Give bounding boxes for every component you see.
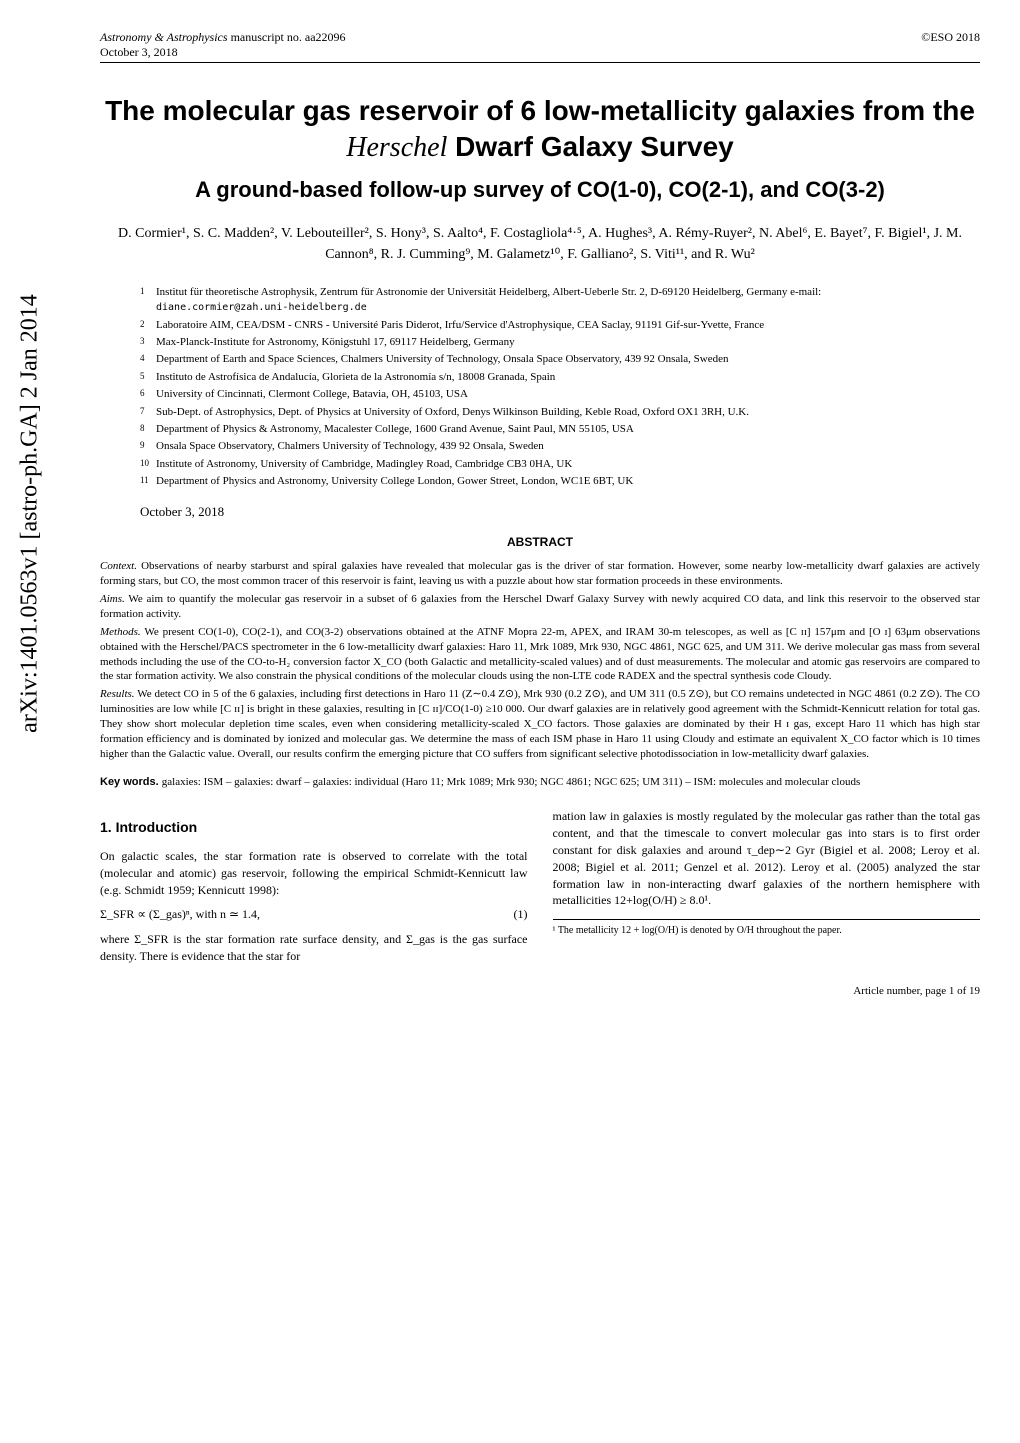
footnote-1: ¹ The metallicity 12 + log(O/H) is denot…	[553, 919, 981, 938]
intro-para-3: mation law in galaxies is mostly regulat…	[553, 808, 981, 909]
methods-text: We present CO(1-0), CO(2-1), and CO(3-2)…	[100, 626, 980, 683]
methods-label: Methods.	[100, 626, 141, 638]
intro-heading: 1. Introduction	[100, 818, 528, 838]
aims-text: We aim to quantify the molecular gas res…	[100, 593, 980, 620]
intro-para-1: On galactic scales, the star formation r…	[100, 848, 528, 898]
arxiv-identifier: arXiv:1401.0563v1 [astro-ph.GA] 2 Jan 20…	[0, 0, 60, 1027]
page-footer: Article number, page 1 of 19	[100, 985, 980, 997]
affiliation-1: 1 Institut für theoretische Astrophysik,…	[140, 285, 940, 316]
journal-name: Astronomy & Astrophysics	[100, 30, 228, 44]
submission-date: October 3, 2018	[140, 504, 940, 520]
keywords-label: Key words.	[100, 776, 162, 788]
aims-label: Aims.	[100, 593, 125, 605]
abstract-methods: Methods. We present CO(1-0), CO(2-1), an…	[100, 625, 980, 684]
contact-email: diane.cormier@zah.uni-heidelberg.de	[156, 302, 367, 313]
header-date: October 3, 2018	[100, 45, 178, 59]
context-label: Context.	[100, 560, 137, 572]
journal-info: Astronomy & Astrophysics manuscript no. …	[100, 30, 346, 60]
left-column: 1. Introduction On galactic scales, the …	[100, 808, 528, 964]
equation-text: Σ_SFR ∝ (Σ_gas)ⁿ, with n ≃ 1.4,	[100, 906, 260, 923]
affiliation-7: 7Sub-Dept. of Astrophysics, Dept. of Phy…	[140, 405, 940, 420]
affiliation-5: 5Instituto de Astrofísica de Andalucía, …	[140, 370, 940, 385]
manuscript-number: manuscript no. aa22096	[228, 30, 346, 44]
keywords-text: galaxies: ISM – galaxies: dwarf – galaxi…	[162, 776, 861, 788]
equation-number: (1)	[514, 906, 528, 923]
equation-1: Σ_SFR ∝ (Σ_gas)ⁿ, with n ≃ 1.4, (1)	[100, 906, 528, 923]
intro-para-2: where Σ_SFR is the star formation rate s…	[100, 931, 528, 965]
abstract-aims: Aims. We aim to quantify the molecular g…	[100, 592, 980, 622]
title-herschel: Herschel	[346, 132, 447, 163]
main-content: Astronomy & Astrophysics manuscript no. …	[60, 0, 1020, 1027]
paper-title: The molecular gas reservoir of 6 low-met…	[100, 93, 980, 167]
affiliation-9: 9Onsala Space Observatory, Chalmers Univ…	[140, 439, 940, 454]
context-text: Observations of nearby starburst and spi…	[100, 560, 980, 587]
right-column: mation law in galaxies is mostly regulat…	[553, 808, 981, 964]
keywords-line: Key words. galaxies: ISM – galaxies: dwa…	[100, 776, 980, 788]
affiliation-3: 3Max-Planck-Institute for Astronomy, Kön…	[140, 335, 940, 350]
title-line-1: The molecular gas reservoir of 6 low-met…	[105, 95, 975, 126]
affiliation-10: 10Institute of Astronomy, University of …	[140, 457, 940, 472]
results-label: Results.	[100, 688, 135, 700]
author-list: D. Cormier¹, S. C. Madden², V. Lebouteil…	[100, 223, 980, 265]
affiliation-8: 8Department of Physics & Astronomy, Maca…	[140, 422, 940, 437]
affiliation-6: 6University of Cincinnati, Clermont Coll…	[140, 387, 940, 402]
abstract-block: Context. Observations of nearby starburs…	[100, 559, 980, 761]
title-line-2-rest: Dwarf Galaxy Survey	[447, 131, 733, 162]
affiliation-11: 11Department of Physics and Astronomy, U…	[140, 474, 940, 489]
affiliation-4: 4Department of Earth and Space Sciences,…	[140, 352, 940, 367]
body-columns: 1. Introduction On galactic scales, the …	[100, 808, 980, 964]
copyright: ©ESO 2018	[921, 30, 980, 60]
results-text: We detect CO in 5 of the 6 galaxies, inc…	[100, 688, 980, 759]
header-row: Astronomy & Astrophysics manuscript no. …	[100, 30, 980, 63]
paper-subtitle: A ground-based follow-up survey of CO(1-…	[100, 177, 980, 203]
abstract-results: Results. We detect CO in 5 of the 6 gala…	[100, 687, 980, 761]
affiliations-list: 1 Institut für theoretische Astrophysik,…	[140, 285, 940, 490]
abstract-heading: ABSTRACT	[100, 535, 980, 549]
abstract-context: Context. Observations of nearby starburs…	[100, 559, 980, 589]
affiliation-2: 2Laboratoire AIM, CEA/DSM - CNRS - Unive…	[140, 318, 940, 333]
